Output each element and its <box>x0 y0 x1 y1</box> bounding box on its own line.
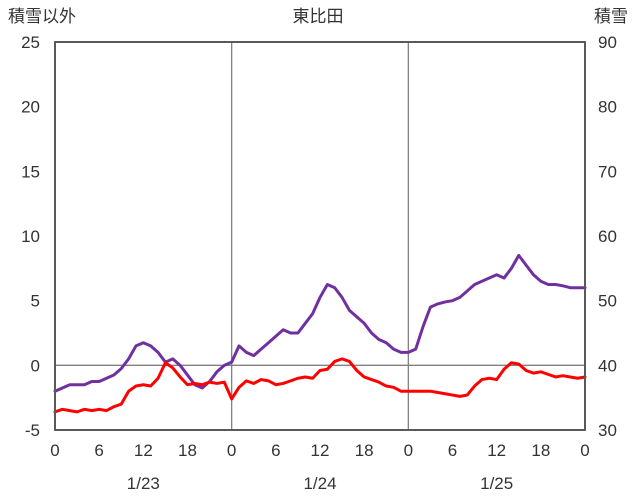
right-tick-label: 70 <box>598 162 617 181</box>
date-label: 1/23 <box>127 474 160 493</box>
right-tick-label: 50 <box>598 292 617 311</box>
x-tick-label: 6 <box>94 441 103 460</box>
left-tick-label: -5 <box>25 421 40 440</box>
series-line-snow <box>53 253 587 393</box>
x-tick-label: 12 <box>311 441 330 460</box>
x-tick-label: 0 <box>227 441 236 460</box>
right-tick-label: 80 <box>598 98 617 117</box>
gridlines <box>55 42 585 430</box>
right-tick-label: 40 <box>598 356 617 375</box>
x-tick-label: 0 <box>50 441 59 460</box>
right-tick-label: 30 <box>598 421 617 440</box>
x-tick-label: 0 <box>580 441 589 460</box>
left-axis-title: 積雪以外 <box>8 7 76 26</box>
x-tick-label: 18 <box>178 441 197 460</box>
series-line-non-snow <box>53 357 587 414</box>
left-tick-label: 20 <box>21 98 40 117</box>
x-tick-label: 12 <box>487 441 506 460</box>
date-label: 1/24 <box>303 474 336 493</box>
right-axis-title: 積雪 <box>594 7 628 26</box>
series-lines <box>53 253 587 414</box>
right-tick-label: 90 <box>598 33 617 52</box>
left-tick-label: 5 <box>31 292 40 311</box>
left-tick-label: 0 <box>31 356 40 375</box>
date-label: 1/25 <box>480 474 513 493</box>
x-tick-label: 12 <box>134 441 153 460</box>
right-tick-label: 60 <box>598 227 617 246</box>
chart-title: 東比田 <box>293 7 344 26</box>
left-tick-label: 10 <box>21 227 40 246</box>
left-tick-label: 15 <box>21 162 40 181</box>
plot-border <box>54 41 586 431</box>
x-tick-label: 6 <box>448 441 457 460</box>
x-tick-label: 18 <box>531 441 550 460</box>
x-tick-label: 0 <box>404 441 413 460</box>
x-tick-label: 18 <box>355 441 374 460</box>
x-tick-label: 6 <box>271 441 280 460</box>
left-tick-label: 25 <box>21 33 40 52</box>
